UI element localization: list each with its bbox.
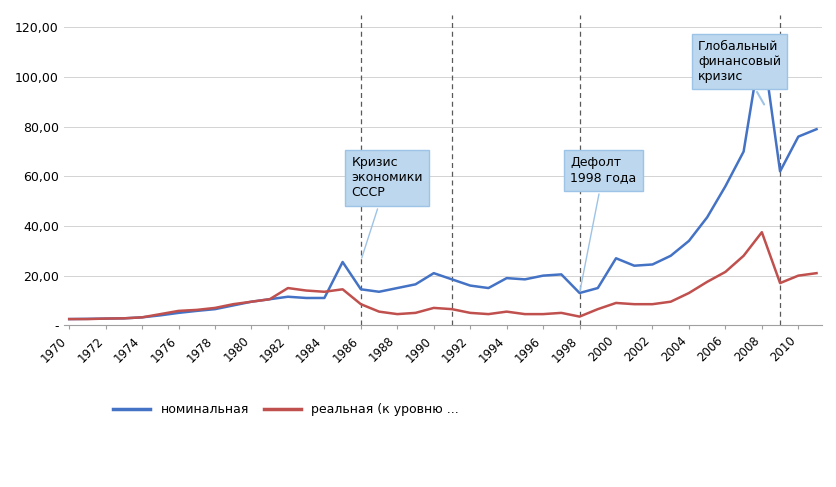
Legend: номинальная, реальная (к уровню ...: номинальная, реальная (к уровню ... [108, 398, 463, 421]
Text: Глобальный
финансовый
кризис: Глобальный финансовый кризис [697, 40, 780, 104]
Text: Кризис
экономики
СССР: Кризис экономики СССР [351, 156, 423, 258]
Text: Дефолт
1998 года: Дефолт 1998 года [570, 156, 636, 290]
